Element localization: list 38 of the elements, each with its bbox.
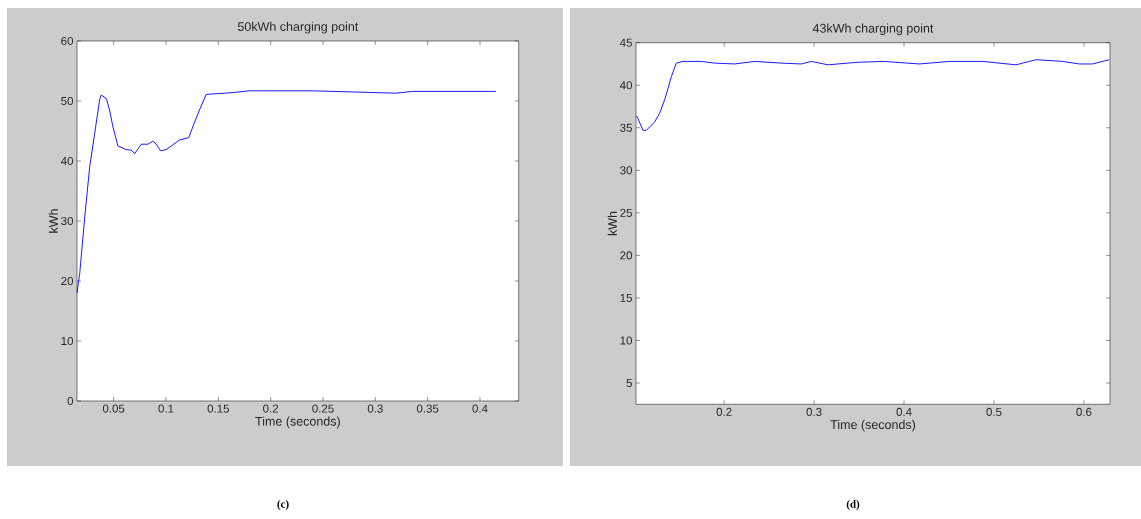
y-tick-label: 40 xyxy=(60,156,74,166)
y-axis-title: kWh xyxy=(48,209,58,233)
chart-title: 43kWh charging point xyxy=(812,23,934,36)
y-tick-label: 30 xyxy=(61,216,74,226)
x-tick-label: 0.5 xyxy=(986,407,1002,416)
text: (d) xyxy=(846,500,860,510)
y-tick-label: 35 xyxy=(620,123,632,132)
y-tick-label: 45 xyxy=(619,38,632,47)
x-axis-title: Time (seconds) xyxy=(255,416,340,429)
x-tick-label: 0.25 xyxy=(312,404,334,413)
y-tick-label: 20 xyxy=(61,276,74,286)
y-tick-label: 0 xyxy=(67,396,74,406)
x-tick-label: 0.2 xyxy=(716,407,732,416)
x-tick-label: 0.15 xyxy=(207,404,230,413)
y-tick-label: 30 xyxy=(620,166,633,175)
x-tick-label: 0.6 xyxy=(1076,407,1092,416)
x-tick-label: 0.2 xyxy=(263,404,279,413)
x-tick-label: 0.35 xyxy=(416,404,439,413)
y-tick-label: 60 xyxy=(61,36,74,46)
line-series xyxy=(636,59,1110,131)
y-tick-label: 10 xyxy=(61,336,74,346)
x-tick-label: 0.3 xyxy=(367,404,383,413)
y-tick-label: 25 xyxy=(620,208,632,217)
y-tick-label: 40 xyxy=(619,81,633,90)
text: (c) xyxy=(277,500,289,510)
x-tick-label: 0.4 xyxy=(896,407,912,416)
x-tick-label: 0.4 xyxy=(472,404,488,413)
y-tick-label: 20 xyxy=(620,251,633,260)
y-tick-label: 5 xyxy=(626,379,632,388)
x-tick-label: 0.05 xyxy=(102,404,125,413)
chart-title: 50kWh charging point xyxy=(237,21,359,34)
x-tick-label: 0.3 xyxy=(806,407,822,416)
y-tick-label: 10 xyxy=(620,336,633,345)
y-tick-label: 15 xyxy=(620,293,632,302)
y-tick-label: 50 xyxy=(61,96,74,106)
x-tick-label: 0.1 xyxy=(158,404,174,413)
y-axis-title: kWh xyxy=(607,211,617,236)
x-axis-title: Time (seconds) xyxy=(830,419,916,432)
